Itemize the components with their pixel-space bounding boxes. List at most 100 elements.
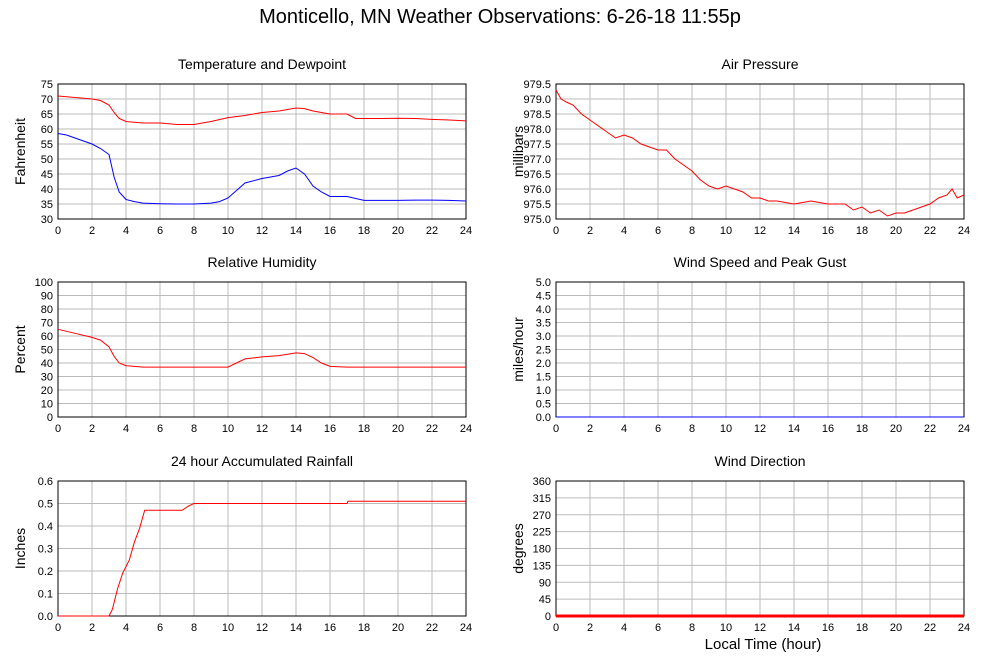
- x-tick-label: 22: [924, 423, 936, 435]
- y-tick-label: 55: [41, 139, 53, 151]
- y-tick-label: 1.0: [536, 385, 551, 397]
- series-line-1: [57, 95, 467, 125]
- y-tick-label: 978.0: [523, 124, 551, 136]
- y-tick-label: 50: [41, 345, 53, 357]
- y-tick-label: 0.5: [38, 499, 53, 511]
- x-axis-label: Local Time (hour): [704, 636, 822, 653]
- x-tick-label: 14: [290, 622, 302, 634]
- y-tick-label: 40: [41, 358, 53, 370]
- y-tick-label: 45: [41, 169, 53, 181]
- rh-chart: 0 2 4 6 8 10 12 14 16 18 20 22 240102030405060708090…: [12, 254, 472, 435]
- x-tick-label: 12: [754, 423, 766, 435]
- x-tick-label: 0: [55, 622, 61, 634]
- y-tick-label: 5.0: [536, 277, 551, 289]
- x-tick-label: 10: [720, 423, 732, 435]
- y-tick-label: 978.5: [523, 109, 551, 121]
- pressure-chart: 0 2 4 6 8 10 12 14 16 18 20 22 24975.0975.5976.0976.…: [510, 56, 970, 237]
- x-tick-label: 16: [822, 225, 834, 237]
- x-tick-label: 16: [822, 622, 834, 634]
- y-tick-label: 0.5: [536, 399, 551, 411]
- y-tick-label: 135: [533, 560, 551, 572]
- y-tick-label: 80: [41, 304, 53, 316]
- x-tick-label: 8: [191, 622, 197, 634]
- x-tick-label: 14: [290, 225, 302, 237]
- plot-frame: [57, 480, 467, 617]
- x-tick-label: 8: [191, 225, 197, 237]
- y-tick-label: 75: [41, 79, 53, 91]
- y-tick-label: 0.3: [38, 544, 53, 556]
- y-tick-label: 977.5: [523, 139, 551, 151]
- x-tick-label: 8: [689, 225, 695, 237]
- rain-chart: 0 2 4 6 8 10 12 14 16 18 20 22 240.00.10.20.30.40.50…: [12, 453, 472, 634]
- x-tick-label: 12: [256, 622, 268, 634]
- winddir-chart: 0 2 4 6 8 10 12 14 16 18 20 22 240459013518022527031…: [510, 453, 970, 634]
- plot-frame: [57, 281, 467, 418]
- y-axis-label: degrees: [510, 523, 526, 574]
- x-tick-label: 2: [587, 423, 593, 435]
- x-tick-label: 24: [460, 423, 472, 435]
- temp-chart: 0 2 4 6 8 10 12 14 16 18 20 22 243035404550556065707…: [12, 56, 472, 237]
- x-tick-label: 12: [256, 423, 268, 435]
- y-tick-label: 0.4: [38, 521, 53, 533]
- y-tick-label: 65: [41, 109, 53, 121]
- series-line-1: [555, 89, 965, 217]
- x-tick-label: 20: [890, 622, 902, 634]
- x-tick-label: 8: [689, 423, 695, 435]
- y-tick-label: 976.5: [523, 169, 551, 181]
- y-tick-label: 35: [41, 199, 53, 211]
- y-tick-label: 975.5: [523, 199, 551, 211]
- y-axis-label: millibars: [510, 126, 526, 177]
- x-tick-label: 14: [290, 423, 302, 435]
- y-tick-label: 40: [41, 184, 53, 196]
- y-tick-label: 1.5: [536, 372, 551, 384]
- x-tick-label: 24: [958, 225, 970, 237]
- x-tick-label: 0: [55, 423, 61, 435]
- y-tick-label: 315: [533, 493, 551, 505]
- chart-title: 24 hour Accumulated Rainfall: [171, 453, 353, 469]
- x-tick-label: 4: [123, 423, 129, 435]
- x-tick-label: 18: [358, 622, 370, 634]
- x-tick-label: 2: [89, 225, 95, 237]
- x-tick-label: 12: [754, 225, 766, 237]
- y-tick-label: 30: [41, 214, 53, 226]
- y-tick-label: 30: [41, 372, 53, 384]
- x-tick-label: 18: [856, 622, 868, 634]
- x-tick-label: 8: [689, 622, 695, 634]
- y-tick-label: 0.6: [38, 476, 53, 488]
- series-line-1: [57, 328, 466, 368]
- x-tick-label: 4: [621, 423, 627, 435]
- x-tick-label: 6: [157, 622, 163, 634]
- y-tick-label: 979.5: [523, 79, 551, 91]
- wind-chart: 0 2 4 6 8 10 12 14 16 18 20 22 240.00.51.01.52.02.53…: [510, 254, 970, 435]
- x-tick-label: 4: [621, 225, 627, 237]
- x-tick-label: 6: [655, 423, 661, 435]
- chart-title: Air Pressure: [721, 56, 798, 72]
- x-tick-label: 18: [856, 225, 868, 237]
- x-tick-label: 20: [890, 423, 902, 435]
- y-tick-label: 0: [47, 412, 53, 424]
- x-tick-label: 20: [890, 225, 902, 237]
- y-tick-label: 60: [41, 124, 53, 136]
- y-tick-label: 100: [35, 277, 53, 289]
- y-tick-label: 3.0: [536, 331, 551, 343]
- y-tick-label: 0: [545, 611, 551, 623]
- x-tick-label: 12: [754, 622, 766, 634]
- x-tick-label: 0: [55, 225, 61, 237]
- x-tick-label: 14: [788, 622, 800, 634]
- plot-frame: [57, 83, 467, 220]
- y-tick-label: 0.0: [536, 412, 551, 424]
- x-tick-label: 24: [958, 423, 970, 435]
- x-tick-label: 0: [553, 225, 559, 237]
- y-tick-label: 10: [41, 399, 53, 411]
- x-tick-label: 20: [392, 423, 404, 435]
- y-tick-label: 225: [533, 527, 551, 539]
- y-axis-label: Fahrenheit: [12, 118, 28, 185]
- y-tick-label: 70: [41, 94, 53, 106]
- series-line-1: [58, 500, 466, 617]
- x-tick-label: 18: [358, 225, 370, 237]
- y-tick-label: 45: [539, 594, 551, 606]
- chart-title: Wind Speed and Peak Gust: [674, 254, 847, 270]
- chart-title: Relative Humidity: [208, 254, 317, 270]
- page-title: Monticello, MN Weather Observations: 6-2…: [259, 6, 741, 28]
